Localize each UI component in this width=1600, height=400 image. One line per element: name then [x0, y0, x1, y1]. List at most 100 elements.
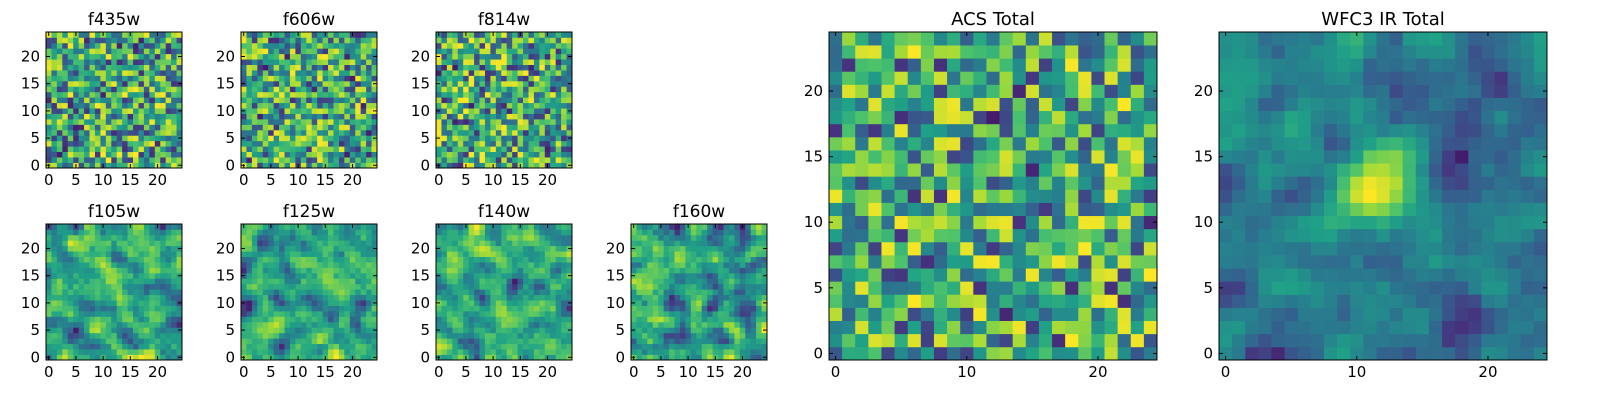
heatmap-cell: [506, 283, 513, 290]
heatmap-cell: [641, 300, 648, 306]
heatmap-cell: [273, 338, 280, 345]
heatmap-cell: [133, 300, 139, 306]
heatmap-cell: [289, 140, 296, 147]
heatmap-cell: [317, 53, 323, 60]
y-tick-label: 20: [21, 239, 40, 257]
heatmap-cell: [122, 86, 128, 93]
heatmap-cell: [317, 354, 323, 361]
heatmap-cell: [490, 42, 497, 49]
heatmap-cell: [446, 113, 453, 120]
heatmap-cell: [84, 119, 90, 125]
heatmap-cell: [171, 119, 177, 125]
heatmap-cell: [739, 316, 746, 323]
heatmap-cell: [718, 283, 724, 290]
heatmap-cell: [322, 245, 329, 252]
heatmap-cell: [631, 316, 637, 323]
heatmap-cell: [78, 70, 85, 76]
heatmap-cell: [685, 300, 692, 306]
heatmap-cell: [701, 316, 708, 323]
heatmap-cell: [842, 268, 856, 282]
heatmap-cell: [289, 354, 296, 361]
heatmap-cell: [73, 349, 79, 355]
heatmap-cell: [490, 37, 497, 44]
heatmap-cell: [631, 240, 637, 247]
heatmap-cell: [894, 241, 909, 256]
heatmap-cell: [328, 300, 334, 306]
heatmap-cell: [94, 91, 101, 98]
heatmap-cell: [539, 245, 546, 252]
heatmap-cell: [474, 316, 480, 323]
heatmap-cell: [116, 97, 123, 104]
heatmap-cell: [533, 140, 540, 147]
heatmap-cell: [739, 289, 746, 296]
heatmap-cell: [696, 240, 703, 247]
heatmap-cell: [1143, 333, 1158, 348]
heatmap-cell: [523, 311, 529, 317]
heatmap-cell: [78, 59, 85, 65]
heatmap-cell: [523, 53, 529, 60]
heatmap-cell: [561, 113, 567, 120]
heatmap-cell: [89, 272, 96, 279]
heatmap-cell: [566, 97, 573, 104]
heatmap-cell: [257, 124, 264, 131]
heatmap-cell: [116, 294, 123, 301]
heatmap-cell: [176, 64, 183, 71]
heatmap-cell: [468, 162, 475, 169]
heatmap-cell: [133, 140, 139, 147]
heatmap-cell: [241, 349, 247, 355]
heatmap-cell: [94, 305, 101, 312]
heatmap-cell: [46, 289, 52, 296]
heatmap-cell: [881, 320, 895, 335]
heatmap-cell: [512, 251, 518, 257]
heatmap-cell: [468, 91, 475, 98]
heatmap-cell: [262, 113, 269, 120]
heatmap-cell: [268, 140, 274, 147]
heatmap-cell: [658, 278, 664, 285]
heatmap-cell: [355, 124, 362, 131]
heatmap-cell: [495, 278, 502, 285]
heatmap-cell: [533, 124, 540, 131]
heatmap-cell: [262, 245, 269, 252]
heatmap-cell: [1091, 346, 1105, 361]
heatmap-cell: [171, 283, 177, 290]
heatmap-cell: [474, 113, 480, 120]
heatmap-cell: [284, 42, 291, 49]
heatmap-cell: [679, 305, 686, 312]
heatmap-cell: [306, 262, 313, 268]
heatmap-cell: [366, 256, 372, 263]
heatmap-cell: [176, 48, 183, 55]
heatmap-cell: [165, 343, 172, 350]
heatmap-cell: [349, 245, 356, 252]
heatmap-cell: [436, 234, 442, 241]
heatmap-cell: [636, 354, 643, 361]
heatmap-cell: [490, 140, 497, 147]
heatmap-cell: [56, 124, 63, 131]
heatmap-cell: [138, 305, 145, 312]
heatmap-cell: [701, 245, 708, 252]
heatmap-cell: [468, 332, 475, 339]
heatmap-cell: [371, 91, 378, 98]
heatmap-cell: [550, 140, 557, 147]
heatmap-cell: [452, 129, 459, 136]
heatmap-cell: [84, 349, 90, 355]
heatmap-cell: [441, 124, 448, 131]
heatmap-cell: [295, 140, 302, 147]
x-tick-label: 20: [538, 171, 557, 189]
heatmap-cell: [289, 294, 296, 301]
heatmap-cell: [468, 294, 475, 301]
heatmap-cell: [452, 70, 459, 76]
heatmap-cell: [62, 80, 69, 87]
heatmap-cell: [533, 321, 540, 328]
heatmap-cell: [868, 268, 882, 282]
heatmap-cell: [652, 251, 659, 257]
heatmap-cell: [512, 59, 518, 65]
y-tick-label: 0: [225, 156, 235, 174]
heatmap-cell: [1052, 202, 1066, 217]
heatmap-cell: [322, 64, 329, 71]
heatmap-cell: [133, 245, 139, 252]
heatmap-cell: [160, 354, 167, 361]
heatmap-cell: [669, 343, 675, 350]
heatmap-cell: [89, 48, 96, 55]
heatmap-cell: [855, 150, 869, 164]
heatmap-cell: [501, 316, 508, 323]
